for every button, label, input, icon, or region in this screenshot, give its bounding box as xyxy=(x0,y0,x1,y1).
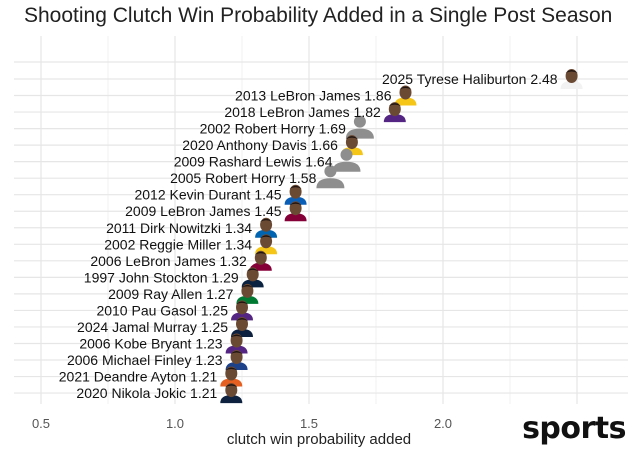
player-headshot-icon xyxy=(220,366,243,387)
hair-shape xyxy=(225,367,238,371)
point-label: 2009 LeBron James 1.45 xyxy=(125,203,282,219)
point-label: 2021 Deandre Ayton 1.21 xyxy=(59,369,218,385)
chart-title: Shooting Clutch Win Probability Added in… xyxy=(24,4,613,27)
x-axis-label: clutch win probability added xyxy=(226,431,412,448)
face-shape xyxy=(260,217,273,232)
face-shape xyxy=(289,201,302,216)
hair-shape xyxy=(225,384,238,388)
point-label: 2013 LeBron James 1.86 xyxy=(235,88,392,104)
face-shape xyxy=(565,69,578,83)
player-headshot-icon xyxy=(284,184,307,205)
hair-shape xyxy=(260,235,273,239)
hair-shape xyxy=(289,202,302,206)
point-label: 2010 Pau Gasol 1.25 xyxy=(96,302,228,318)
silhouette-body xyxy=(332,161,361,172)
point-label: 2002 Robert Horry 1.69 xyxy=(200,121,347,137)
player-headshot-icon xyxy=(220,383,243,404)
point-label: 2002 Reggie Miller 1.34 xyxy=(104,236,252,252)
jersey-shape xyxy=(394,97,417,106)
face-shape xyxy=(241,283,254,298)
face-shape xyxy=(399,85,412,100)
point-label: 2025 Tyrese Haliburton 2.48 xyxy=(382,71,558,87)
hair-shape xyxy=(236,318,248,321)
point-label: 1997 John Stockton 1.29 xyxy=(84,269,239,285)
point-label: 2005 Robert Horry 1.58 xyxy=(170,170,317,186)
face-shape xyxy=(289,184,302,199)
jersey-shape xyxy=(284,213,307,222)
silhouette-head xyxy=(340,148,353,161)
x-tick-label: 1.0 xyxy=(166,416,184,431)
face-shape xyxy=(225,383,238,398)
hair-shape xyxy=(230,334,243,338)
x-tick-label: 1.5 xyxy=(300,416,318,431)
face-shape xyxy=(230,350,243,364)
player-headshot-icon xyxy=(383,102,406,123)
face-shape xyxy=(254,250,267,265)
point-label: 2020 Anthony Davis 1.66 xyxy=(182,137,338,153)
player-headshot-icon xyxy=(249,250,272,271)
silhouette-head xyxy=(324,165,337,178)
x-tick-label: 2.0 xyxy=(434,416,452,431)
watermark-logo: sports xyxy=(522,411,626,446)
hair-shape xyxy=(345,136,358,140)
point-label: 2009 Ray Allen 1.27 xyxy=(108,286,234,302)
jersey-shape xyxy=(383,114,406,123)
point-label: 2020 Nikola Jokic 1.21 xyxy=(76,385,217,401)
player-headshot-icon xyxy=(255,217,278,238)
x-tick-label: 0.5 xyxy=(32,416,50,431)
point-label: 2006 LeBron James 1.32 xyxy=(90,253,247,269)
jersey-shape xyxy=(284,196,307,205)
player-headshot-icon xyxy=(284,201,307,222)
point-label: 2006 Kobe Bryant 1.23 xyxy=(79,336,222,352)
silhouette-head xyxy=(353,115,366,128)
face-shape xyxy=(345,135,358,150)
point-label: 2012 Kevin Durant 1.45 xyxy=(134,187,281,203)
face-shape xyxy=(230,333,243,348)
jersey-shape xyxy=(220,378,243,387)
jersey-shape xyxy=(560,81,583,89)
player-headshot-icon xyxy=(394,85,417,106)
hair-shape xyxy=(246,268,259,272)
point-label: 2024 Jamal Murray 1.25 xyxy=(77,319,228,335)
grid xyxy=(14,36,628,404)
face-shape xyxy=(236,300,248,315)
point-label: 2011 Dirk Nowitzki 1.34 xyxy=(106,220,252,236)
player-headshot-icon xyxy=(332,148,361,172)
hair-shape xyxy=(260,218,273,222)
x-axis-ticks: 0.5 1.0 1.5 2.0 xyxy=(32,416,452,431)
hair-shape xyxy=(241,284,254,288)
jersey-shape xyxy=(225,345,248,354)
silhouette-body xyxy=(316,178,345,189)
jersey-shape xyxy=(231,312,253,321)
point-label: 2018 LeBron James 1.82 xyxy=(224,104,381,120)
hair-shape xyxy=(399,86,412,90)
hair-shape xyxy=(289,185,302,189)
player-headshot-icon xyxy=(225,333,248,354)
point-label: 2006 Michael Finley 1.23 xyxy=(67,352,223,368)
point-label: 2009 Rashard Lewis 1.64 xyxy=(174,154,333,170)
jersey-shape xyxy=(255,229,278,238)
face-shape xyxy=(236,317,248,331)
hair-shape xyxy=(254,251,267,255)
hair-shape xyxy=(230,351,243,354)
player-headshot-icon xyxy=(231,300,253,321)
face-shape xyxy=(225,366,238,381)
point-markers xyxy=(220,69,583,404)
face-shape xyxy=(388,102,401,117)
hair-shape xyxy=(236,301,248,305)
player-headshot-icon xyxy=(316,165,345,189)
face-shape xyxy=(246,267,259,282)
player-headshot-icon xyxy=(560,69,583,89)
hair-shape xyxy=(565,70,578,73)
face-shape xyxy=(260,234,273,249)
jersey-shape xyxy=(220,395,243,404)
hair-shape xyxy=(388,103,401,107)
